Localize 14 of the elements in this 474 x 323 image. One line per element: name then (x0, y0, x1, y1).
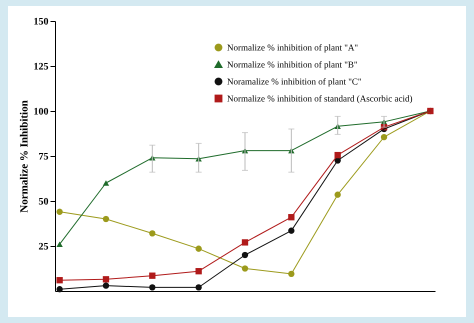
point (56, 208, 63, 215)
legend-label: Normalize % inhibition of plant "B" (227, 60, 358, 70)
legend-label: Noramalize % inhibition of plant "C" (227, 76, 362, 86)
legend-label: Normalize % inhibition of standard (Ascorbic acid) (227, 94, 412, 104)
y-tick-label: 100 (34, 106, 48, 118)
y-tick-label: 125 (34, 62, 48, 72)
point (56, 241, 63, 247)
y-tick-label: 25 (38, 242, 48, 252)
y-tick-label: 75 (38, 152, 48, 162)
y-tick-label: 50 (38, 196, 48, 208)
y-tick-label: 150 (34, 16, 48, 28)
point (56, 277, 63, 284)
legend-label: Normalize % inhibition of plant "A" (227, 42, 358, 52)
y-axis-title: Normalize % Inhibition (18, 100, 30, 213)
